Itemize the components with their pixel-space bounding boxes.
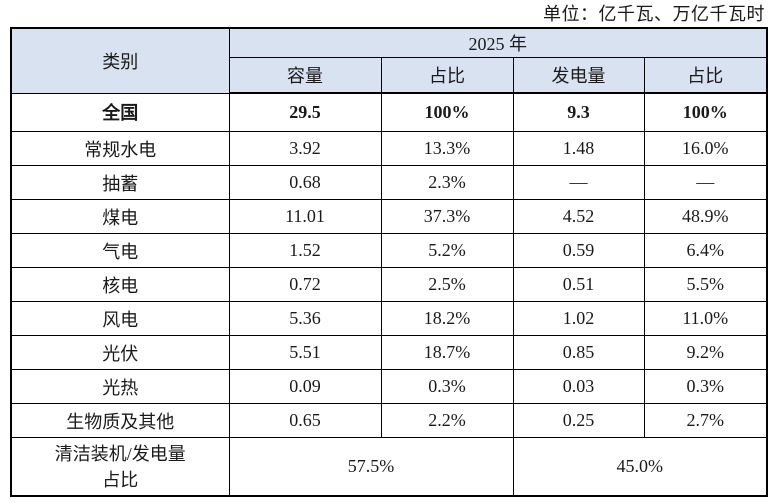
capacity-share-cell: 0.3% [380,369,514,404]
generation-cell: 0.25 [512,403,645,438]
generation-share-cell: 11.0% [643,301,768,336]
row-label: 清洁装机/发电量 占比 [10,437,230,497]
capacity-share-cell: 2.2% [380,403,514,438]
capacity-cell: 5.51 [228,335,382,370]
generation-share-cell: 48.9% [643,199,768,234]
capacity-share-cell: 37.3% [380,199,514,234]
row-label: 全国 [10,92,230,132]
generation-share-cell: 2.7% [643,403,768,438]
generation-share-cell: — [643,165,768,200]
row-label: 光伏 [10,335,230,370]
generation-share-cell: 0.3% [643,369,768,404]
row-label: 常规水电 [10,131,230,166]
clean-capacity-share-cell: 57.5% [228,437,514,497]
generation-cell: 1.48 [512,131,645,166]
category-header-cell: 类别 [10,27,230,94]
generation-share-cell: 100% [643,92,768,132]
capacity-share-cell: 13.3% [380,131,514,166]
table-row-wind: 风电 5.36 18.2% 1.02 11.0% [10,301,768,336]
generation-cell: 9.3 [512,92,645,132]
generation-cell: 0.85 [512,335,645,370]
capacity-cell: 0.68 [228,165,382,200]
header-row-year: 类别 2025 年 [10,27,768,94]
capacity-share-cell: 100% [380,92,514,132]
capacity-cell: 5.36 [228,301,382,336]
generation-share-cell: 5.5% [643,267,768,302]
capacity-cell: 0.65 [228,403,382,438]
table-row-coal: 煤电 11.01 37.3% 4.52 48.9% [10,199,768,234]
col-header-generation: 发电量 [512,57,645,94]
unit-label: 单位：亿千瓦、万亿千瓦时 [543,4,765,24]
capacity-share-cell: 2.5% [380,267,514,302]
row-label: 光热 [10,369,230,404]
table-row-biomass-other: 生物质及其他 0.65 2.2% 0.25 2.7% [10,403,768,438]
energy-capacity-generation-table: 类别 2025 年 容量 占比 发电量 占比 全国 29.5 100% 9.3 … [10,27,768,497]
row-label: 生物质及其他 [10,403,230,438]
capacity-cell: 3.92 [228,131,382,166]
generation-cell: 0.59 [512,233,645,268]
generation-cell: 4.52 [512,199,645,234]
table-row-solar-pv: 光伏 5.51 18.7% 0.85 9.2% [10,335,768,370]
col-header-capacity: 容量 [228,57,382,94]
row-label: 核电 [10,267,230,302]
capacity-cell: 0.72 [228,267,382,302]
capacity-cell: 0.09 [228,369,382,404]
capacity-cell: 1.52 [228,233,382,268]
year-header-cell: 2025 年 [228,27,768,58]
capacity-share-cell: 5.2% [380,233,514,268]
col-header-capacity-share: 占比 [380,57,514,94]
capacity-share-cell: 18.2% [380,301,514,336]
generation-cell: 0.51 [512,267,645,302]
table-row-national: 全国 29.5 100% 9.3 100% [10,92,768,132]
generation-cell: 1.02 [512,301,645,336]
row-label: 气电 [10,233,230,268]
col-header-generation-share: 占比 [643,57,768,94]
generation-cell: 0.03 [512,369,645,404]
table-header: 类别 2025 年 容量 占比 发电量 占比 [10,27,768,94]
clean-generation-share-cell: 45.0% [512,437,768,497]
table-row-pumped-storage: 抽蓄 0.68 2.3% — — [10,165,768,200]
capacity-cell: 29.5 [228,92,382,132]
capacity-cell: 11.01 [228,199,382,234]
generation-share-cell: 6.4% [643,233,768,268]
table-row-solar-thermal: 光热 0.09 0.3% 0.03 0.3% [10,369,768,404]
generation-share-cell: 16.0% [643,131,768,166]
table-row-conventional-hydro: 常规水电 3.92 13.3% 1.48 16.0% [10,131,768,166]
generation-cell: — [512,165,645,200]
table-row-clean-share: 清洁装机/发电量 占比 57.5% 45.0% [10,437,768,497]
capacity-share-cell: 18.7% [380,335,514,370]
header-row-columns: 容量 占比 发电量 占比 [11,57,768,94]
table-row-nuclear: 核电 0.72 2.5% 0.51 5.5% [10,267,768,302]
row-label: 抽蓄 [10,165,230,200]
generation-share-cell: 9.2% [643,335,768,370]
row-label: 煤电 [10,199,230,234]
table-body: 全国 29.5 100% 9.3 100% 常规水电 3.92 13.3% 1.… [10,92,768,497]
table-row-gas: 气电 1.52 5.2% 0.59 6.4% [10,233,768,268]
capacity-share-cell: 2.3% [380,165,514,200]
row-label: 风电 [10,301,230,336]
